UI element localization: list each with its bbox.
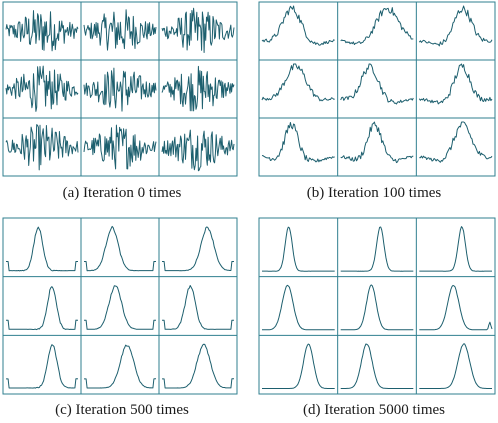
panel-iteration-100 [258,1,496,177]
waveform-line [6,226,78,272]
caption-a: (a) Iteration 0 times [63,185,182,201]
waveform-line [83,9,157,51]
waveform-line [161,65,235,112]
waveform-line [161,129,235,172]
waveform-line [5,10,79,52]
waveform-line [84,285,156,330]
waveform-line [5,124,79,171]
waveform-line [83,124,157,170]
waveform-line [6,344,79,389]
waveform-line [340,226,414,272]
waveform-line [419,226,492,272]
panel-iteration-0 [2,1,238,177]
waveform-line [262,226,335,272]
panel-frame [2,217,238,395]
panel-iteration-500 [2,217,238,395]
waveform-line [340,7,414,45]
waveform-line [340,284,414,331]
panel-frame [258,217,496,395]
waveform-line [162,226,234,272]
waveform-line [419,284,493,331]
waveform-line [6,286,78,331]
panel-frame [2,1,238,177]
caption-d: (d) Iteration 5000 times [303,402,445,418]
waveform-line [261,63,335,102]
caption-c: (c) Iteration 500 times [55,402,189,418]
waveform-line [162,343,234,389]
waveform-line [161,7,235,53]
waveform-line [262,284,335,331]
waveform-line [262,343,335,389]
waveform-line [84,225,156,272]
waveform-line [83,67,157,112]
waveform-line [261,122,335,163]
waveform-line [261,5,335,46]
waveform-line [340,63,414,105]
waveform-line [418,63,493,105]
waveform-line [340,121,414,164]
waveform-line [162,285,234,330]
waveform-line [84,344,156,389]
waveform-line [418,5,493,47]
waveform-line [5,65,79,112]
panel-frame [258,1,496,177]
panel-iteration-5000 [258,217,496,395]
waveform-line [419,343,492,389]
caption-b: (b) Iteration 100 times [307,185,442,201]
waveform-line [340,343,414,389]
waveform-line [419,121,493,163]
